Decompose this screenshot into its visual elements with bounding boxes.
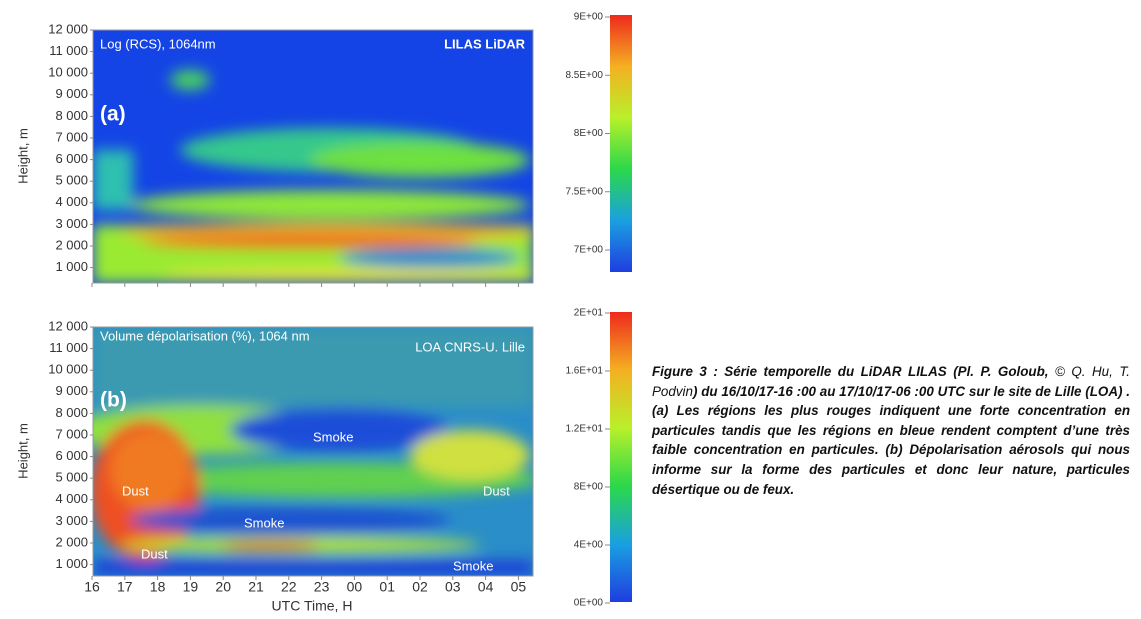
panel-label: (a) <box>100 103 126 126</box>
colorbar-label: 1.6E+01 <box>565 366 603 377</box>
y-tick-label: 2 000 <box>55 534 88 549</box>
caption-text: Figure 3 : Série temporelle du LiDAR LIL… <box>652 364 1055 379</box>
colorbar-label: 7E+00 <box>574 245 604 256</box>
y-tick-label: 9 000 <box>55 86 88 101</box>
x-tick-label: 03 <box>445 579 461 595</box>
y-tick-label: 7 000 <box>55 426 88 441</box>
y-tick-label: 11 000 <box>49 340 88 355</box>
x-tick-label: 01 <box>379 579 395 595</box>
colorbar-b <box>610 312 632 602</box>
y-tick-label: 9 000 <box>55 383 88 398</box>
colorbar-a <box>610 15 632 272</box>
y-label: Height, m <box>15 128 30 184</box>
caption: Figure 3 : Série temporelle du LiDAR LIL… <box>652 362 1130 499</box>
x-tick-label: 00 <box>347 579 363 595</box>
y-tick-label: 5 000 <box>55 470 88 485</box>
y-tick-label: 3 000 <box>55 513 88 528</box>
y-tick-label: 10 000 <box>48 362 88 377</box>
x-tick-label: 05 <box>511 579 527 595</box>
x-tick-label: 17 <box>117 579 133 595</box>
x-tick-label: 22 <box>281 579 297 595</box>
y-tick-label: 2 000 <box>55 237 88 252</box>
colorbar-label: 8E+00 <box>574 128 604 139</box>
y-tick-label: 5 000 <box>55 173 88 188</box>
colorbar-label: 2E+01 <box>574 308 604 319</box>
annotation: Smoke <box>244 515 284 530</box>
colorbar-label: 8.5E+00 <box>565 70 603 81</box>
y-tick-label: 4 000 <box>55 491 88 506</box>
y-tick-label: 7 000 <box>55 129 88 144</box>
y-tick-label: 6 000 <box>55 151 88 166</box>
colorbar-label: 4E+00 <box>574 540 604 551</box>
x-tick-label: 20 <box>215 579 231 595</box>
figure: Height, m Height, m Log (RCS), 1064nm LI… <box>0 0 1141 619</box>
y-tick-label: 1 000 <box>55 259 88 274</box>
x-tick-label: 21 <box>248 579 264 595</box>
colorbar-label: 1.2E+01 <box>565 424 603 435</box>
y-tick-label: 4 000 <box>55 194 88 209</box>
page: Height, m Height, m Log (RCS), 1064nm LI… <box>0 0 1141 619</box>
annotation: Log (RCS), 1064nm <box>100 36 216 51</box>
heatmap-a <box>93 30 540 283</box>
x-tick-label: 18 <box>150 579 166 595</box>
panel-label: (b) <box>100 389 127 412</box>
y-tick-label: 6 000 <box>55 448 88 463</box>
annotation: LILAS LiDAR <box>444 36 525 51</box>
y-tick-label: 1 000 <box>55 556 88 571</box>
annotation: Smoke <box>313 429 353 444</box>
colorbar-label: 9E+00 <box>574 12 604 23</box>
annotation: Dust <box>122 483 149 498</box>
x-label: UTC Time, H <box>272 598 353 614</box>
x-tick-label: 16 <box>84 579 100 595</box>
y-tick-label: 3 000 <box>55 216 88 231</box>
y-tick-label: 12 000 <box>48 21 88 36</box>
colorbar-label: 7.5E+00 <box>565 186 603 197</box>
y-tick-label: 10 000 <box>48 65 88 80</box>
y-tick-label: 12 000 <box>48 318 88 333</box>
y-tick-label: 8 000 <box>55 108 88 123</box>
colorbar-label: 0E+00 <box>574 598 604 609</box>
x-tick-label: 04 <box>478 579 494 595</box>
annotation: Smoke <box>453 558 493 573</box>
colorbar-label: 8E+00 <box>574 482 604 493</box>
y-tick-label: 8 000 <box>55 405 88 420</box>
annotation: LOA CNRS-U. Lille <box>415 339 525 354</box>
annotation: Volume dépolarisation (%), 1064 nm <box>100 328 310 343</box>
x-tick-label: 23 <box>314 579 330 595</box>
x-tick-label: 02 <box>412 579 428 595</box>
caption-text: ) du 16/10/17-16 :00 au 17/10/17-06 :00 … <box>652 384 1130 497</box>
x-tick-label: 19 <box>183 579 199 595</box>
y-tick-label: 11 000 <box>49 43 88 58</box>
heatmap-b <box>70 327 540 576</box>
annotation: Dust <box>141 546 168 561</box>
y-label: Height, m <box>15 423 30 479</box>
annotation: Dust <box>483 483 510 498</box>
